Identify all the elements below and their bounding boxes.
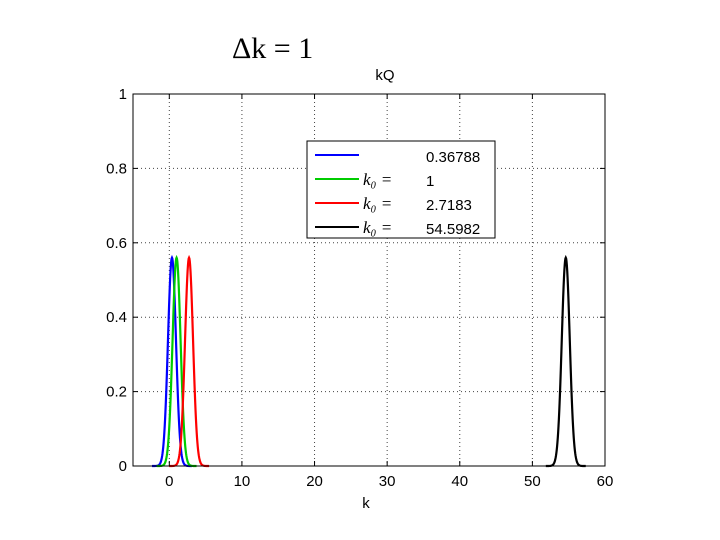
x-tick-label: 30 <box>379 473 396 490</box>
x-tick-label: 60 <box>597 473 614 490</box>
legend-label: 2.7183 <box>426 197 472 214</box>
x-tick-label: 20 <box>306 473 323 490</box>
axis-ticks <box>133 93 606 467</box>
heading: Δk = 1 <box>232 32 313 65</box>
series-line <box>156 254 197 468</box>
x-tick-label: 10 <box>234 473 251 490</box>
y-tick-label: 1 <box>119 86 127 103</box>
x-tick-label: 0 <box>165 473 173 490</box>
x-tick-label: 50 <box>524 473 541 490</box>
y-tick-label: 0 <box>119 458 127 475</box>
legend: 0.36788 k₀ = 1 k₀ = 2.7183 k₀ = 54.5982 <box>306 140 496 239</box>
x-axis-label: k <box>362 495 370 512</box>
legend-prefix: k₀ = <box>363 170 392 189</box>
legend-label: 1 <box>426 173 434 190</box>
y-tick-label: 0.8 <box>106 160 127 177</box>
legend-prefix: k₀ = <box>363 218 392 237</box>
plot-frame <box>132 93 606 467</box>
series-line <box>545 254 586 468</box>
y-tick-label: 0.4 <box>106 309 127 326</box>
chart-title: kQ <box>375 67 394 84</box>
legend-box <box>306 140 496 239</box>
series-group <box>152 254 586 468</box>
legend-label: 0.36788 <box>426 149 480 166</box>
legend-prefix: k₀ = <box>363 194 392 213</box>
y-tick-label: 0.2 <box>106 384 127 401</box>
y-tick-labels: 0 0.2 0.4 0.6 0.8 1 <box>106 86 127 475</box>
x-tick-label: 40 <box>451 473 468 490</box>
heading-text: Δk = 1 <box>232 32 313 65</box>
series-line <box>169 254 210 468</box>
x-tick-labels: 0 10 20 30 40 50 60 <box>165 473 613 490</box>
legend-label: 54.5982 <box>426 221 480 238</box>
y-tick-label: 0.6 <box>106 235 127 252</box>
